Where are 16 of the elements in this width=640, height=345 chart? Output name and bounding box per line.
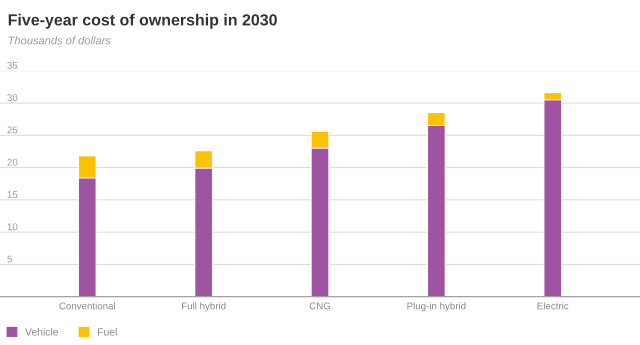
x-tick-label: Conventional bbox=[59, 302, 115, 310]
y-tick-label: 35 bbox=[7, 62, 18, 69]
x-tick-label: CNG bbox=[310, 302, 330, 310]
y-tick-label: 30 bbox=[7, 94, 18, 102]
y-tick-label: 15 bbox=[8, 191, 18, 198]
y-tick-label: 10 bbox=[8, 223, 18, 230]
legend-label: Vehicle bbox=[25, 328, 58, 336]
y-tick-label: 5 bbox=[7, 256, 12, 262]
chart-subtitle: Thousands of dollars bbox=[8, 36, 111, 44]
y-tick-label: 20 bbox=[7, 158, 18, 166]
x-tick-label: Full hybrid bbox=[182, 302, 226, 312]
x-tick-label: Electric bbox=[538, 302, 568, 310]
x-tick-label: Plug-in hybrid bbox=[407, 302, 466, 312]
y-tick-label: 25 bbox=[7, 126, 18, 134]
chart-title: Five-year cost of ownership in 2030 bbox=[8, 14, 277, 29]
legend-label: Fuel bbox=[98, 328, 117, 336]
